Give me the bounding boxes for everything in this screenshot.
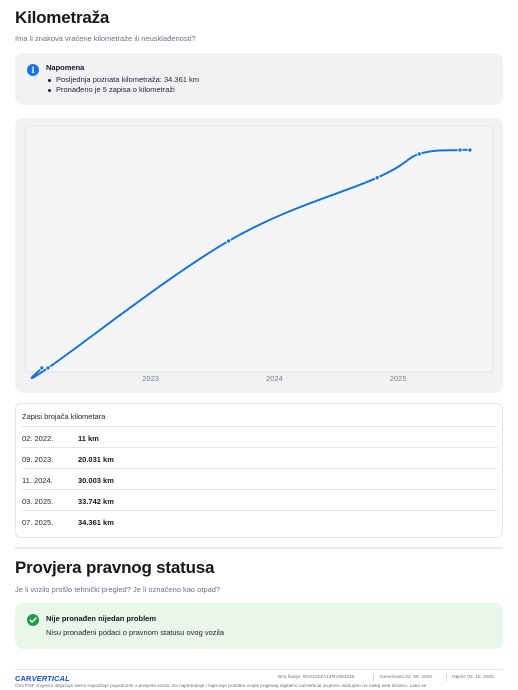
legal-subtitle: Je li vozilo prošlo tehnički pregled? Je… (15, 585, 221, 594)
row-value: 33.742 km (78, 497, 114, 506)
meta-separator (446, 674, 447, 681)
section-divider (15, 547, 503, 549)
mileage-chart: 2023 2024 2025 (15, 118, 503, 393)
table-row: 03. 2025. 33.742 km (22, 489, 498, 510)
note-item: Posljednja poznata kilometraža: 34.361 k… (46, 75, 199, 85)
disclaimer-text: Ovo PDF izvješće uključuje samo najvažni… (15, 684, 427, 689)
vin-text: Broj šasije: WVGZZZA1ZNV083336 (278, 675, 355, 680)
brand-logo: CARVERTICAL (15, 674, 70, 683)
note-list: Posljednja poznata kilometraža: 34.361 k… (46, 75, 199, 95)
status-text: Nisu pronađeni podaci o pravnom statusu … (46, 628, 225, 637)
expires-date: Istječe 02. 10. 2025. (452, 675, 496, 680)
x-tick-label: 2023 (142, 374, 159, 383)
mileage-table: Zapisi brojača kilometara 02. 2022. 11 k… (15, 403, 503, 538)
data-point (45, 365, 51, 371)
data-point (39, 365, 45, 371)
legal-status: Nije pronađen nijedan problem Nisu prona… (15, 603, 503, 649)
x-tick-label: 2024 (266, 374, 283, 383)
data-point (457, 147, 463, 153)
legal-title: Provjera pravnog statusa (15, 558, 215, 577)
status-title: Nije pronađen nijedan problem (46, 614, 157, 623)
data-point (467, 147, 473, 153)
row-date: 11. 2024. (22, 476, 53, 485)
row-date: 07. 2025. (22, 518, 54, 527)
row-value: 11 km (78, 434, 99, 443)
note-item: Pronađeno je 5 zapisa o kilometraži (46, 85, 199, 95)
mileage-note: i Napomena Posljednja poznata kilometraž… (15, 53, 503, 105)
table-row: 02. 2022. 11 km (22, 426, 498, 447)
mileage-chart-svg: 2023 2024 2025 (24, 125, 494, 383)
row-value: 30.003 km (78, 476, 114, 485)
row-date: 09. 2023. (22, 455, 54, 464)
row-value: 20.031 km (78, 455, 114, 464)
check-icon (27, 614, 39, 626)
data-point (416, 151, 422, 157)
plot-area (24, 125, 494, 373)
table-header: Zapisi brojača kilometara (22, 412, 106, 421)
x-tick-label: 2025 (390, 374, 407, 383)
mileage-subtitle: Ima li znakova vraćene kilometraže ili n… (15, 34, 196, 43)
row-date: 03. 2025. (22, 497, 54, 506)
data-point (374, 175, 380, 181)
table-row: 11. 2024. 30.003 km (22, 468, 498, 489)
table-row: 09. 2023. 20.031 km (22, 447, 498, 468)
table-row: 07. 2025. 34.361 km (22, 510, 498, 531)
data-point (226, 238, 232, 244)
meta-separator (373, 674, 374, 681)
row-value: 34.361 km (78, 518, 114, 527)
note-title: Napomena (46, 63, 85, 72)
row-date: 02. 2022. (22, 434, 54, 443)
generated-date: Generirano 02. 09. 2025. (380, 675, 434, 680)
footer-line (15, 669, 503, 670)
info-icon: i (27, 64, 39, 76)
mileage-title: Kilometraža (15, 8, 110, 27)
